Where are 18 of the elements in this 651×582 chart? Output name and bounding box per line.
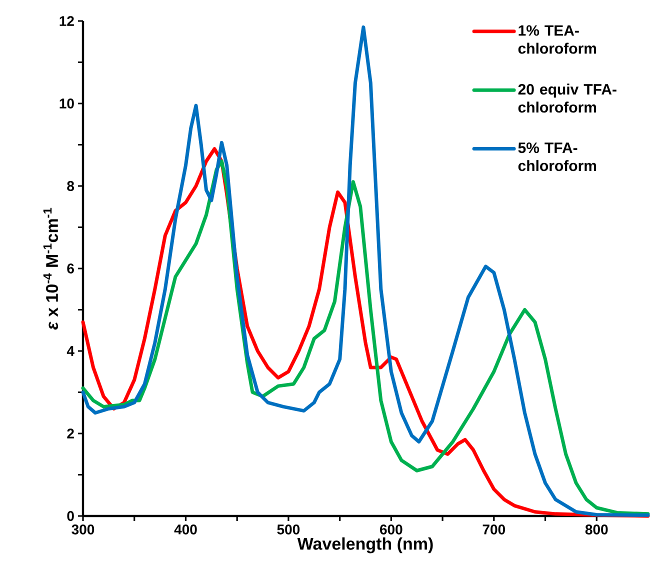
- y-tick-label: 8: [67, 181, 74, 191]
- legend-label: 5% TFA-chloroform: [518, 142, 596, 172]
- legend-label: 20 equiv TFA-chloroform: [518, 84, 616, 113]
- y-tick-label: 6: [67, 264, 74, 274]
- x-tick-label: 700: [482, 524, 506, 534]
- y-tick-label: 4: [66, 346, 74, 356]
- legend-label: 1% TEA-chloroform: [518, 25, 596, 54]
- y-tick-label: 2: [67, 428, 74, 438]
- y-axis-title: ε x 10$^{-4}$ M$^{-1}$cm$^{-1}$: [43, 208, 58, 330]
- x-tick-label: 600: [380, 524, 402, 534]
- y-tick-label: 12: [60, 16, 74, 26]
- y-tick-label: 0: [67, 511, 74, 521]
- x-tick-label: 500: [277, 524, 300, 534]
- y-tick-label: 10: [60, 98, 74, 108]
- x-tick-label: 800: [585, 524, 608, 534]
- x-axis-title: Wavelength (nm): [297, 537, 433, 554]
- x-tick-label: 300: [72, 524, 94, 534]
- x-tick-label: 400: [174, 524, 197, 534]
